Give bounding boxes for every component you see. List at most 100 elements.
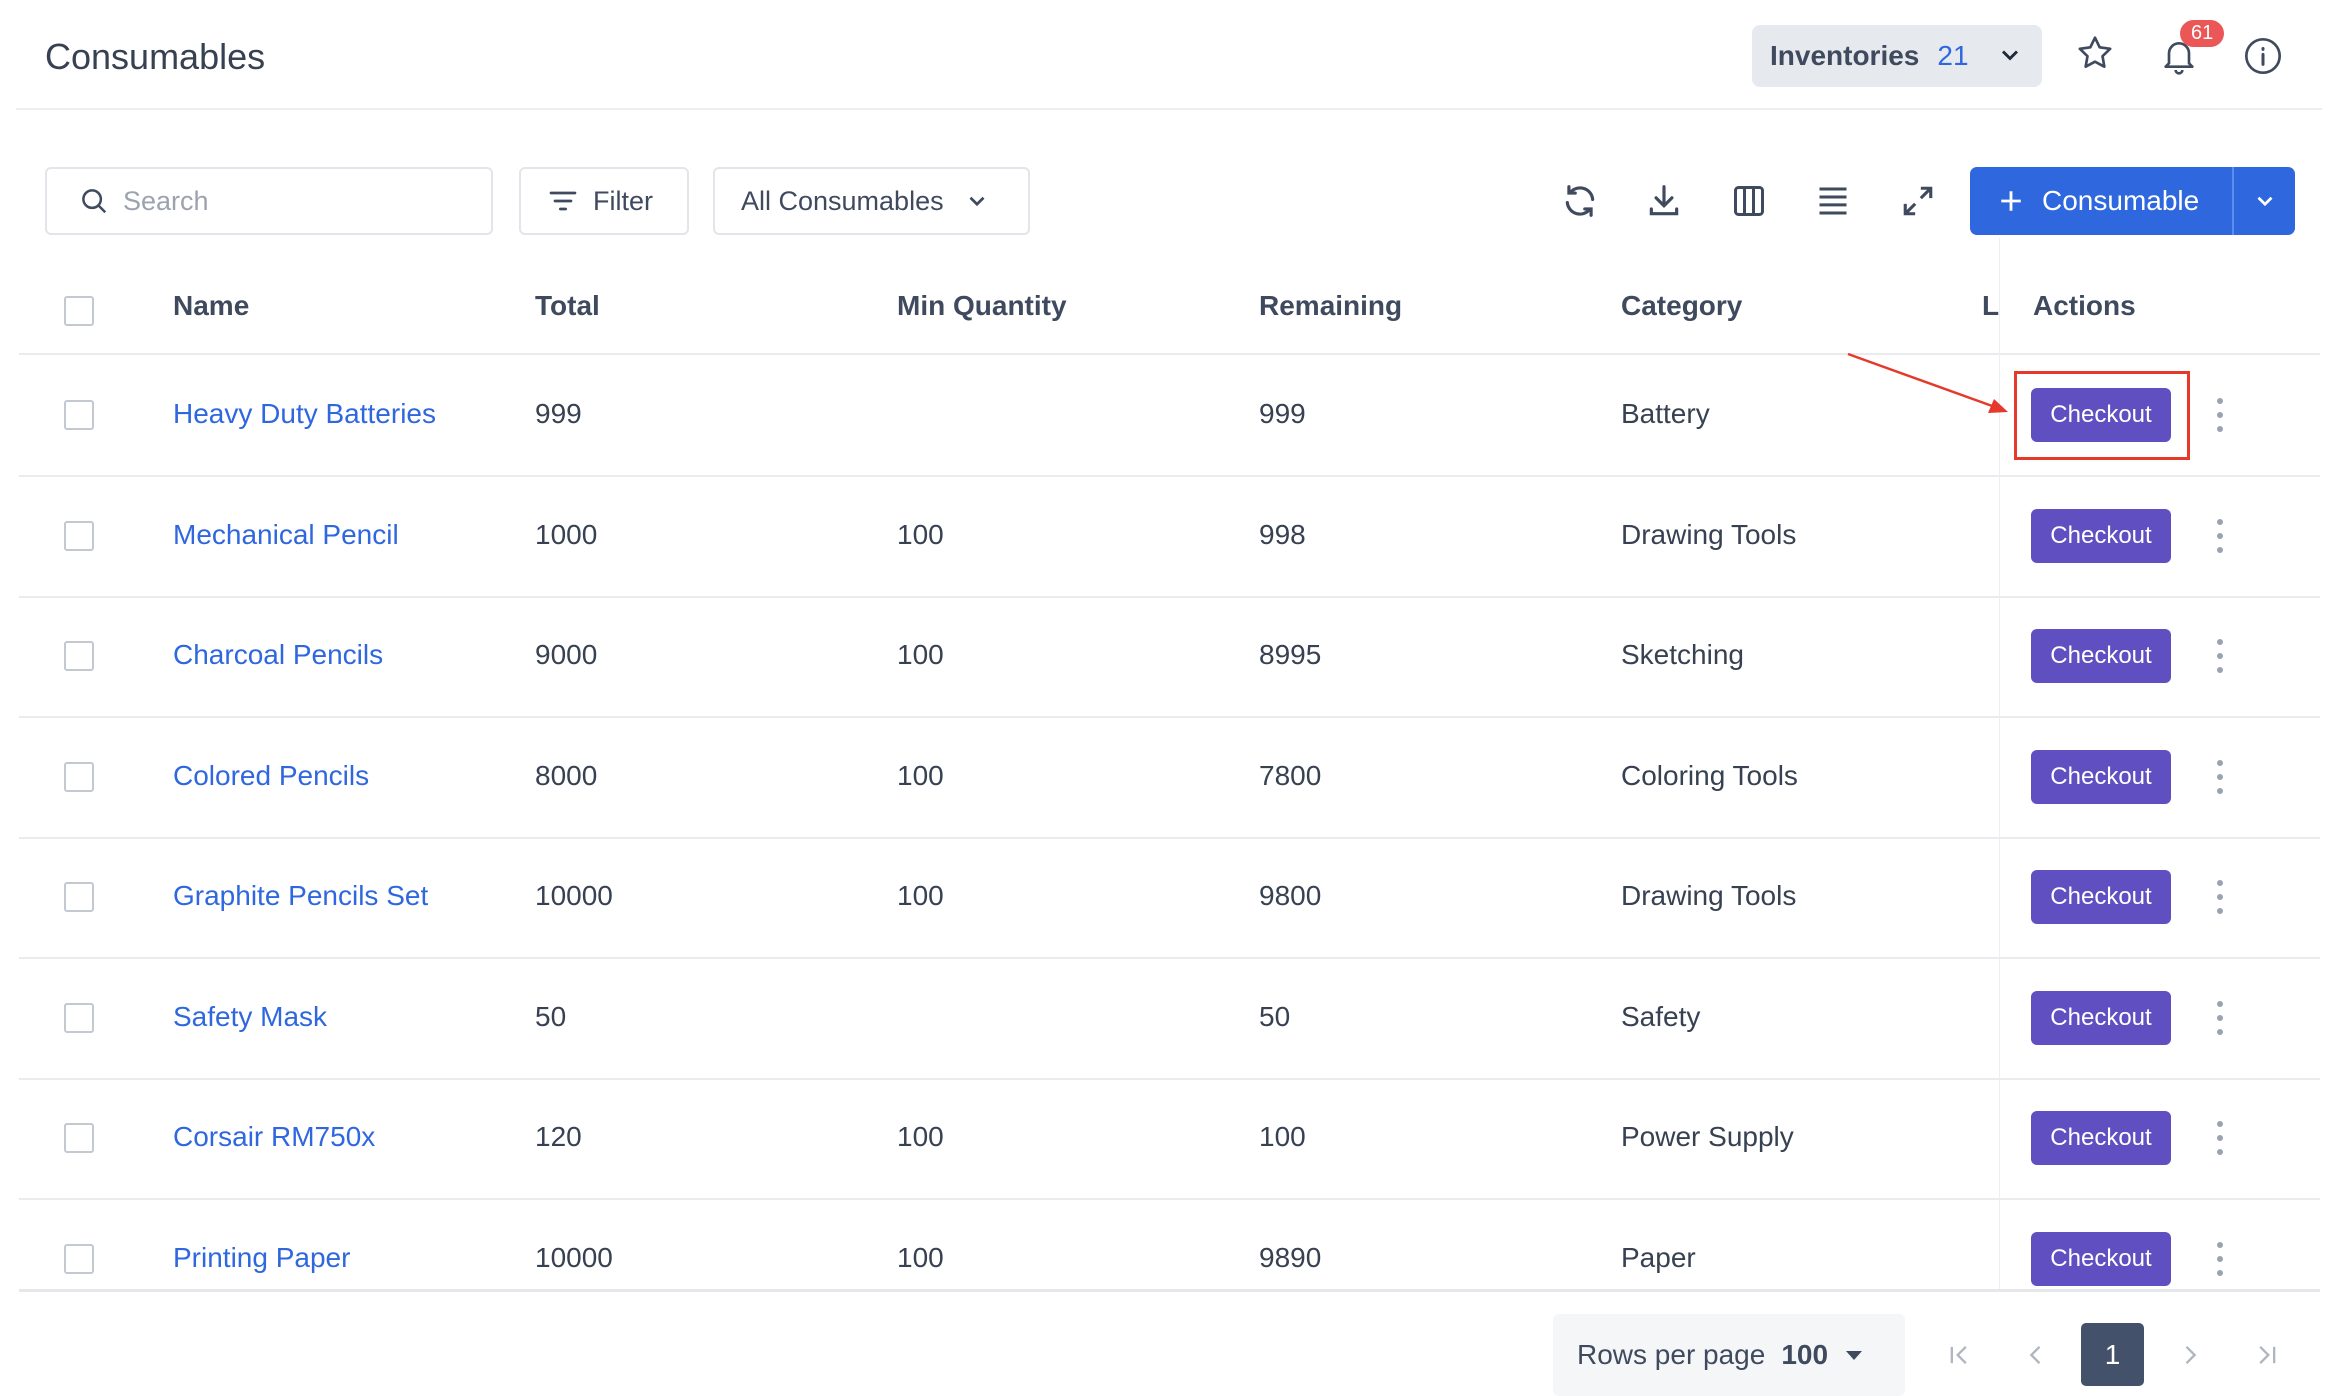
total-cell: 9000 <box>535 639 598 670</box>
row-checkbox[interactable] <box>64 1243 94 1274</box>
column-header-actions: Actions <box>2031 290 2136 322</box>
checkout-button[interactable]: Checkout <box>2031 990 2171 1045</box>
name-link[interactable]: Charcoal Pencils <box>173 639 384 670</box>
checkout-button[interactable]: Checkout <box>2031 508 2171 563</box>
column-header-name[interactable]: Name <box>173 290 250 321</box>
rows-per-page-label: Rows per page <box>1577 1339 1766 1370</box>
name-link[interactable]: Corsair RM750x <box>173 1121 376 1152</box>
total-cell: 10000 <box>535 880 613 911</box>
chevron-down-icon <box>969 196 985 207</box>
info-icon[interactable] <box>2240 33 2286 79</box>
checkout-button[interactable]: Checkout <box>2031 1111 2171 1165</box>
column-header-category[interactable]: Category <box>1621 290 1743 321</box>
row-divider <box>19 716 2320 718</box>
column-header-location[interactable]: L <box>1982 290 2000 321</box>
rows-per-page-select[interactable]: Rows per page 100 <box>1553 1314 1905 1396</box>
min-quantity-cell: 100 <box>897 518 944 550</box>
more-options-icon[interactable] <box>2210 877 2230 917</box>
header-divider <box>16 108 2322 110</box>
search-input[interactable] <box>123 185 463 217</box>
row-checkbox[interactable] <box>64 761 94 792</box>
row-checkbox[interactable] <box>64 641 94 671</box>
add-consumable-button-group: Consumable <box>1970 167 2295 235</box>
last-page-button[interactable] <box>2234 1323 2297 1386</box>
select-all-checkbox[interactable] <box>64 296 94 326</box>
row-divider <box>19 475 2320 477</box>
category-cell: Battery <box>1621 398 1710 429</box>
name-link[interactable]: Heavy Duty Batteries <box>173 398 436 429</box>
search-box[interactable] <box>45 167 493 235</box>
total-cell: 120 <box>535 1121 582 1152</box>
row-divider <box>19 595 2320 598</box>
more-options-icon[interactable] <box>2210 636 2230 676</box>
checkout-button[interactable]: Checkout <box>2031 870 2171 924</box>
more-options-icon[interactable] <box>2210 395 2230 435</box>
bell-icon[interactable] <box>2156 32 2202 78</box>
add-consumable-label: Consumable <box>2042 185 2200 216</box>
category-cell: Drawing Tools <box>1621 880 1797 911</box>
name-link[interactable]: Colored Pencils <box>173 759 370 791</box>
filter-label: Filter <box>593 185 653 216</box>
name-link[interactable]: Printing Paper <box>173 1241 351 1273</box>
more-options-icon[interactable] <box>2210 1239 2230 1279</box>
inventories-dropdown[interactable]: Inventories 21 <box>1752 25 2042 87</box>
column-header-remaining[interactable]: Remaining <box>1259 290 1403 321</box>
filter-icon <box>549 191 577 211</box>
row-checkbox[interactable] <box>64 400 94 430</box>
checkout-button[interactable]: Checkout <box>2031 1231 2171 1286</box>
row-checkbox[interactable] <box>64 882 94 912</box>
chevron-down-icon <box>2257 196 2272 207</box>
download-icon[interactable] <box>1642 179 1686 223</box>
filter-button[interactable]: Filter <box>519 167 689 235</box>
search-icon <box>82 189 107 214</box>
caret-down-icon <box>1846 1351 1863 1360</box>
highlight-box <box>2014 371 2190 460</box>
more-options-icon[interactable] <box>2210 757 2230 797</box>
page-1-button[interactable]: 1 <box>2081 1323 2144 1386</box>
star-icon[interactable] <box>2072 30 2118 76</box>
row-checkbox[interactable] <box>64 520 94 551</box>
chevron-right-icon <box>2185 1345 2196 1364</box>
min-quantity-cell: 100 <box>897 759 944 791</box>
column-header-total[interactable]: Total <box>535 290 600 321</box>
more-options-icon[interactable] <box>2210 1118 2230 1158</box>
add-consumable-button[interactable]: Consumable <box>1970 167 2232 235</box>
first-page-button[interactable] <box>1928 1323 1991 1386</box>
previous-page-button[interactable] <box>2004 1323 2067 1386</box>
checkout-button[interactable]: Checkout <box>2031 388 2171 442</box>
remaining-cell: 50 <box>1259 1000 1291 1032</box>
row-divider <box>19 836 2320 839</box>
chevron-left-icon <box>2029 1345 2040 1364</box>
more-options-icon[interactable] <box>2210 998 2230 1038</box>
columns-icon[interactable] <box>1727 179 1771 223</box>
view-select-value: All Consumables <box>741 185 944 216</box>
column-header-min-quantity[interactable]: Min Quantity <box>897 290 1067 321</box>
min-quantity-cell: 100 <box>897 880 944 911</box>
category-cell: Drawing Tools <box>1621 518 1797 550</box>
next-page-button[interactable] <box>2158 1323 2221 1386</box>
total-cell: 10000 <box>535 1241 613 1273</box>
checkout-button[interactable]: Checkout <box>2031 629 2171 683</box>
view-select[interactable]: All Consumables <box>713 167 1030 235</box>
name-link[interactable]: Mechanical Pencil <box>173 518 399 550</box>
name-link[interactable]: Graphite Pencils Set <box>173 880 429 911</box>
row-checkbox[interactable] <box>64 1123 94 1153</box>
remaining-cell: 100 <box>1259 1121 1306 1152</box>
name-link[interactable]: Safety Mask <box>173 1000 328 1032</box>
total-cell: 1000 <box>535 518 598 550</box>
inventories-count: 21 <box>1937 40 1969 71</box>
plus-icon <box>2001 191 2021 211</box>
row-checkbox[interactable] <box>64 1002 94 1033</box>
remaining-cell: 7800 <box>1259 759 1322 791</box>
fullscreen-icon[interactable] <box>1896 179 1940 223</box>
add-options-dropdown[interactable] <box>2232 167 2295 235</box>
refresh-icon[interactable] <box>1558 179 1602 223</box>
remaining-cell: 8995 <box>1259 639 1322 670</box>
density-icon[interactable] <box>1811 179 1855 223</box>
total-cell: 8000 <box>535 759 598 791</box>
notification-badge: 61 <box>2180 20 2225 47</box>
more-options-icon[interactable] <box>2210 516 2230 556</box>
total-cell: 999 <box>535 398 582 429</box>
last-page-icon <box>2258 1345 2275 1364</box>
checkout-button[interactable]: Checkout <box>2031 749 2171 804</box>
